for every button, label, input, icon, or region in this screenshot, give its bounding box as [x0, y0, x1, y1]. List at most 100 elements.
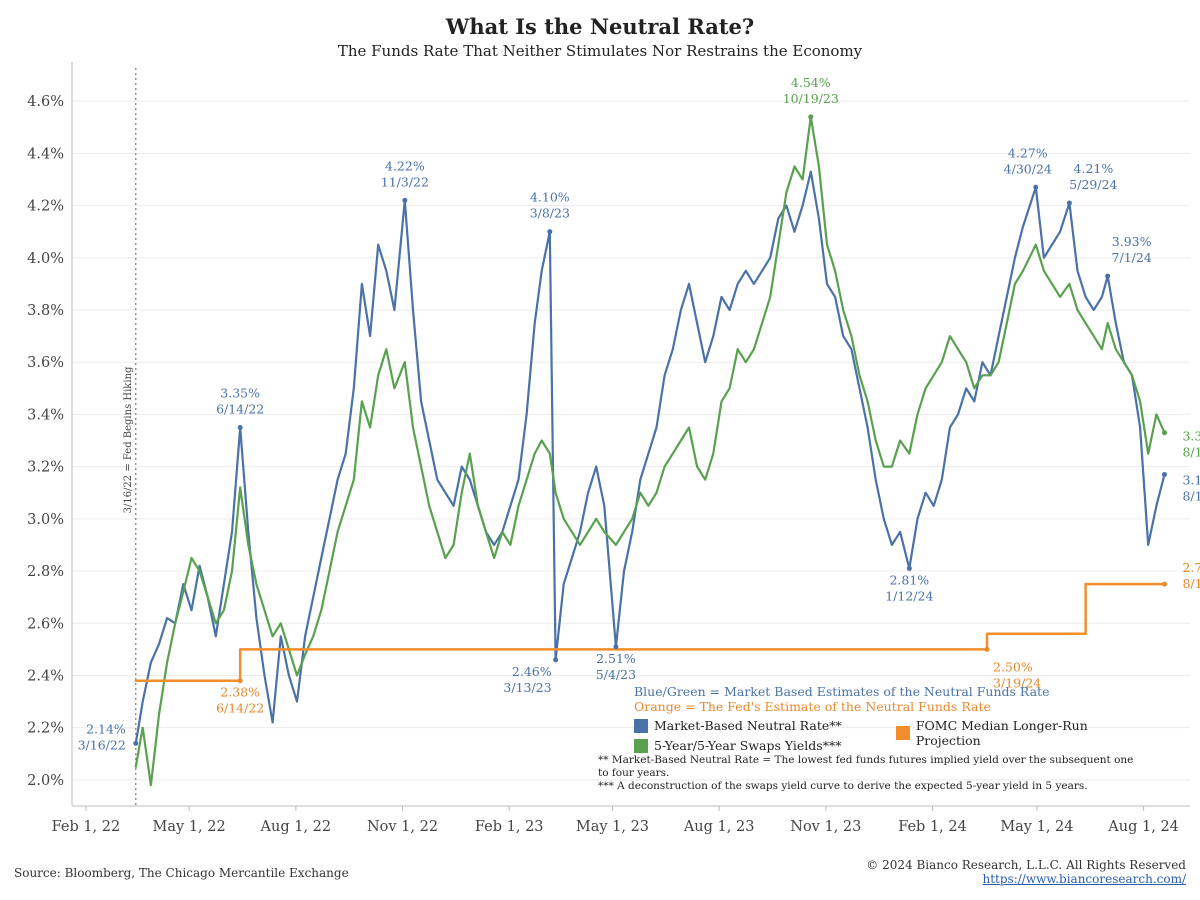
- annotation-date: 5/4/23: [596, 667, 636, 682]
- annotation-dot: [808, 114, 814, 120]
- annotation-date: 7/1/24: [1112, 250, 1152, 265]
- y-tick-label: 4.6%: [27, 94, 64, 110]
- annotation-date: 4/30/24: [1004, 161, 1052, 176]
- annotation-date: 1/12/24: [885, 588, 933, 603]
- annotation-dot: [1161, 471, 1167, 477]
- y-tick-label: 3.0%: [27, 512, 64, 528]
- copyright-text: © 2024 Bianco Research, L.L.C. All Right…: [866, 858, 1186, 872]
- y-tick-label: 2.0%: [27, 773, 64, 789]
- annotation-date: 11/3/22: [381, 174, 429, 189]
- x-tick-label: Nov 1, 22: [367, 819, 438, 835]
- x-tick-label: Aug 1, 23: [683, 819, 755, 835]
- legend-item-fomc[interactable]: FOMC Median Longer-Run Projection: [896, 718, 1154, 748]
- legend-label: 5-Year/5-Year Swaps Yields***: [654, 738, 842, 753]
- annotation-value: 2.38%: [220, 685, 260, 700]
- fed-hiking-marker-label: 3/16/22 = Fed Begins Hiking: [123, 366, 134, 513]
- annotation-value: 2.50%: [993, 659, 1033, 674]
- annotation-date: 10/19/23: [783, 91, 839, 106]
- legend: Blue/Green = Market Based Estimates of t…: [634, 684, 1154, 758]
- annotation-date: 3/19/24: [993, 675, 1041, 690]
- footnote-2: *** A deconstruction of the swaps yield …: [598, 780, 1088, 792]
- annotation-date: 8/19/24: [1182, 445, 1200, 460]
- y-tick-label: 4.4%: [27, 146, 64, 162]
- y-tick-label: 3.8%: [27, 303, 64, 319]
- annotation-dot: [237, 424, 243, 430]
- annotation-dot: [906, 565, 912, 571]
- annotation-value: 3.33%: [1182, 429, 1200, 444]
- annotation-value: 2.46%: [512, 664, 552, 679]
- y-tick-label: 2.8%: [27, 564, 64, 580]
- y-tick-label: 4.0%: [27, 251, 64, 267]
- x-tick-label: Nov 1, 23: [790, 819, 861, 835]
- annotation-dot: [402, 197, 408, 203]
- legend-row-2: 5-Year/5-Year Swaps Yields***: [634, 738, 1154, 758]
- x-tick-label: May 1, 24: [1000, 819, 1073, 835]
- swaps-yield-line: [134, 115, 1166, 787]
- annotation-value: 4.22%: [385, 158, 425, 173]
- annotation-date: 6/14/22: [216, 701, 264, 716]
- annotation-dot: [1105, 273, 1111, 279]
- footnote-1: ** Market-Based Neutral Rate = The lowes…: [598, 754, 1134, 779]
- y-tick-label: 2.2%: [27, 721, 64, 737]
- annotation-value: 3.93%: [1112, 234, 1152, 249]
- legend-label: Market-Based Neutral Rate**: [654, 718, 842, 733]
- copyright-block: © 2024 Bianco Research, L.L.C. All Right…: [866, 858, 1186, 886]
- legend-note-orange: Orange = The Fed's Estimate of the Neutr…: [634, 699, 991, 714]
- footnotes: ** Market-Based Neutral Rate = The lowes…: [598, 754, 1138, 793]
- annotation-dot: [237, 678, 243, 684]
- fomc-projection-line: [134, 582, 1166, 682]
- annotation-value: 3.35%: [220, 385, 260, 400]
- legend-label: FOMC Median Longer-Run Projection: [915, 718, 1088, 748]
- annotation-date: 8/19/24: [1182, 576, 1200, 591]
- y-tick-label: 2.4%: [27, 668, 64, 684]
- legend-row-1: Market-Based Neutral Rate** FOMC Median …: [634, 718, 1154, 748]
- annotation-dot: [984, 646, 990, 652]
- annotation-dot: [1033, 184, 1039, 190]
- annotation-value: 4.10%: [530, 190, 570, 205]
- annotation-dot: [1161, 581, 1167, 587]
- annotation-value: 3.17%: [1182, 472, 1200, 487]
- annotation-date: 6/14/22: [216, 401, 264, 416]
- annotation-date: 5/29/24: [1069, 177, 1117, 192]
- annotation-date: 3/8/23: [530, 206, 570, 221]
- annotation-value: 2.75%: [1182, 560, 1200, 575]
- y-tick-label: 3.2%: [27, 460, 64, 476]
- legend-item-market-based[interactable]: Market-Based Neutral Rate**: [634, 718, 842, 733]
- x-tick-label: Aug 1, 22: [260, 819, 332, 835]
- y-tick-label: 3.4%: [27, 407, 64, 423]
- annotation-value: 2.51%: [596, 651, 636, 666]
- annotation-value: 2.81%: [889, 572, 929, 587]
- chart-title: What Is the Neutral Rate?: [445, 14, 755, 39]
- annotation-value: 2.14%: [86, 721, 126, 736]
- annotation-date: 3/16/22: [78, 737, 126, 752]
- legend-note-blue-green: Blue/Green = Market Based Estimates of t…: [634, 684, 1050, 699]
- website-link[interactable]: https://www.biancoresearch.com/: [982, 872, 1186, 886]
- x-tick-label: Feb 1, 22: [52, 819, 121, 835]
- annotation-dot: [613, 644, 619, 650]
- source-note: Source: Bloomberg, The Chicago Mercantil…: [14, 866, 349, 880]
- x-tick-label: Feb 1, 24: [898, 819, 967, 835]
- annotation-dot: [1066, 200, 1072, 206]
- x-tick-label: May 1, 23: [576, 819, 649, 835]
- annotation-dot: [553, 657, 559, 663]
- annotation-value: 4.27%: [1008, 145, 1048, 160]
- x-tick-label: Feb 1, 23: [475, 819, 544, 835]
- legend-item-swaps[interactable]: 5-Year/5-Year Swaps Yields***: [634, 738, 841, 753]
- annotation-dot: [133, 740, 139, 746]
- annotation-date: 3/13/23: [503, 680, 551, 695]
- y-tick-label: 3.6%: [27, 355, 64, 371]
- x-tick-label: May 1, 22: [153, 819, 226, 835]
- annotation-value: 4.21%: [1074, 161, 1114, 176]
- legend-swatch-green: [634, 738, 648, 753]
- annotation-value: 4.54%: [791, 75, 831, 90]
- annotation-date: 8/19/24: [1182, 488, 1200, 503]
- chart-subtitle: The Funds Rate That Neither Stimulates N…: [337, 42, 863, 60]
- annotation-dot: [1161, 430, 1167, 436]
- y-tick-label: 2.6%: [27, 616, 64, 632]
- x-tick-label: Aug 1, 24: [1107, 819, 1179, 835]
- legend-swatch-blue: [634, 718, 648, 733]
- legend-swatch-orange: [896, 726, 910, 740]
- y-tick-label: 4.2%: [27, 199, 64, 215]
- annotation-dot: [547, 229, 553, 235]
